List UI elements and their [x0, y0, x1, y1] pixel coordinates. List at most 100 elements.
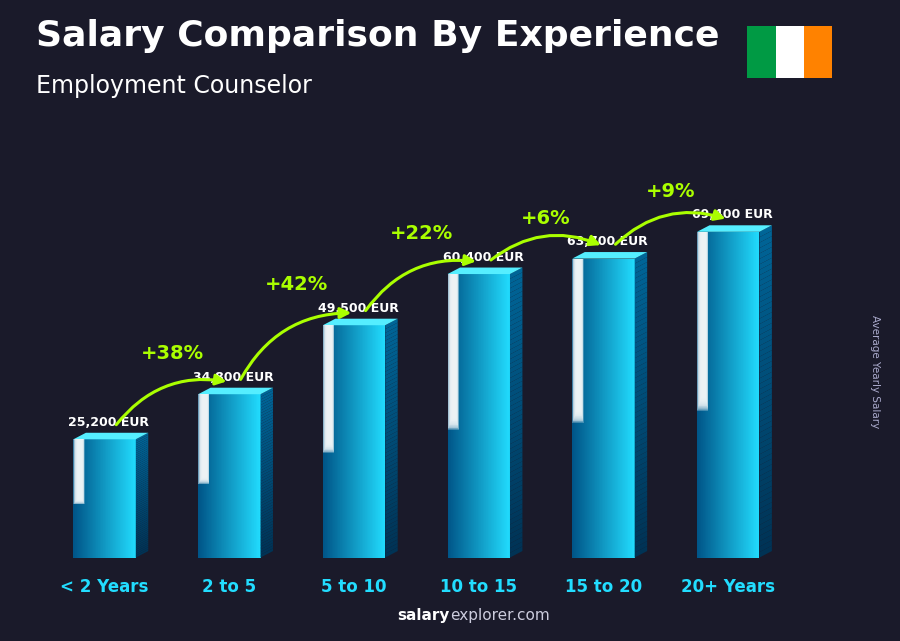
- Polygon shape: [200, 394, 209, 482]
- Polygon shape: [572, 252, 647, 258]
- Polygon shape: [260, 499, 273, 508]
- Polygon shape: [385, 493, 398, 503]
- Polygon shape: [260, 462, 273, 470]
- Polygon shape: [323, 325, 334, 453]
- Polygon shape: [634, 446, 647, 458]
- Polygon shape: [634, 302, 647, 313]
- Polygon shape: [385, 381, 398, 391]
- Polygon shape: [136, 549, 149, 558]
- Polygon shape: [700, 232, 706, 401]
- Polygon shape: [760, 328, 772, 340]
- Polygon shape: [385, 443, 398, 453]
- Polygon shape: [760, 431, 772, 444]
- Polygon shape: [760, 372, 772, 384]
- Polygon shape: [136, 539, 149, 547]
- Polygon shape: [385, 524, 398, 535]
- Polygon shape: [260, 521, 273, 530]
- Polygon shape: [260, 532, 273, 541]
- Polygon shape: [698, 232, 707, 408]
- Polygon shape: [760, 437, 772, 449]
- Polygon shape: [760, 464, 772, 476]
- Polygon shape: [385, 540, 398, 550]
- Polygon shape: [260, 426, 273, 435]
- Polygon shape: [510, 277, 522, 288]
- Text: 34,800 EUR: 34,800 EUR: [194, 370, 274, 384]
- Polygon shape: [202, 394, 207, 478]
- Polygon shape: [136, 443, 149, 451]
- Polygon shape: [136, 440, 149, 449]
- Polygon shape: [760, 448, 772, 460]
- Polygon shape: [136, 522, 149, 530]
- Polygon shape: [136, 447, 149, 455]
- Polygon shape: [510, 480, 522, 492]
- Polygon shape: [760, 426, 772, 438]
- Polygon shape: [385, 369, 398, 379]
- Polygon shape: [760, 502, 772, 514]
- Polygon shape: [510, 466, 522, 478]
- Polygon shape: [260, 407, 273, 416]
- Polygon shape: [202, 394, 207, 479]
- Polygon shape: [260, 440, 273, 449]
- Polygon shape: [760, 420, 772, 433]
- Polygon shape: [634, 397, 647, 408]
- Polygon shape: [760, 486, 772, 498]
- Polygon shape: [634, 277, 647, 288]
- Polygon shape: [575, 258, 581, 414]
- Polygon shape: [136, 466, 149, 475]
- Polygon shape: [385, 373, 398, 383]
- Polygon shape: [136, 498, 149, 506]
- Polygon shape: [697, 225, 772, 232]
- Polygon shape: [574, 258, 582, 417]
- Polygon shape: [634, 292, 647, 303]
- Polygon shape: [385, 470, 398, 480]
- Polygon shape: [510, 400, 522, 411]
- Polygon shape: [260, 504, 273, 514]
- Polygon shape: [699, 232, 707, 404]
- Polygon shape: [447, 274, 459, 430]
- Polygon shape: [385, 392, 398, 403]
- Polygon shape: [510, 518, 522, 529]
- Polygon shape: [136, 500, 149, 508]
- Polygon shape: [452, 274, 456, 419]
- Polygon shape: [510, 353, 522, 364]
- Polygon shape: [260, 393, 273, 403]
- Polygon shape: [698, 232, 707, 408]
- Polygon shape: [510, 499, 522, 510]
- Polygon shape: [574, 258, 582, 418]
- Polygon shape: [385, 528, 398, 538]
- Polygon shape: [510, 419, 522, 430]
- Polygon shape: [634, 327, 647, 338]
- Polygon shape: [760, 535, 772, 547]
- Polygon shape: [385, 319, 398, 329]
- Polygon shape: [634, 511, 647, 522]
- Polygon shape: [698, 232, 708, 409]
- Polygon shape: [760, 231, 772, 243]
- Polygon shape: [385, 408, 398, 418]
- Polygon shape: [260, 510, 273, 519]
- Polygon shape: [385, 400, 398, 410]
- Polygon shape: [136, 486, 149, 494]
- Polygon shape: [760, 274, 772, 286]
- Polygon shape: [136, 537, 149, 545]
- Polygon shape: [760, 453, 772, 465]
- Polygon shape: [136, 445, 149, 453]
- Polygon shape: [260, 388, 273, 397]
- Polygon shape: [136, 488, 149, 496]
- Polygon shape: [260, 410, 273, 419]
- Polygon shape: [760, 242, 772, 254]
- Polygon shape: [510, 494, 522, 506]
- Polygon shape: [510, 485, 522, 496]
- Polygon shape: [449, 274, 458, 427]
- Polygon shape: [260, 415, 273, 424]
- Polygon shape: [260, 401, 273, 410]
- Polygon shape: [634, 526, 647, 538]
- Polygon shape: [510, 470, 522, 482]
- Polygon shape: [760, 323, 772, 335]
- Text: Salary Comparison By Experience: Salary Comparison By Experience: [36, 19, 719, 53]
- Polygon shape: [634, 387, 647, 398]
- Polygon shape: [260, 458, 273, 468]
- Polygon shape: [260, 399, 273, 408]
- Polygon shape: [574, 258, 582, 417]
- Polygon shape: [385, 481, 398, 492]
- Polygon shape: [260, 475, 273, 484]
